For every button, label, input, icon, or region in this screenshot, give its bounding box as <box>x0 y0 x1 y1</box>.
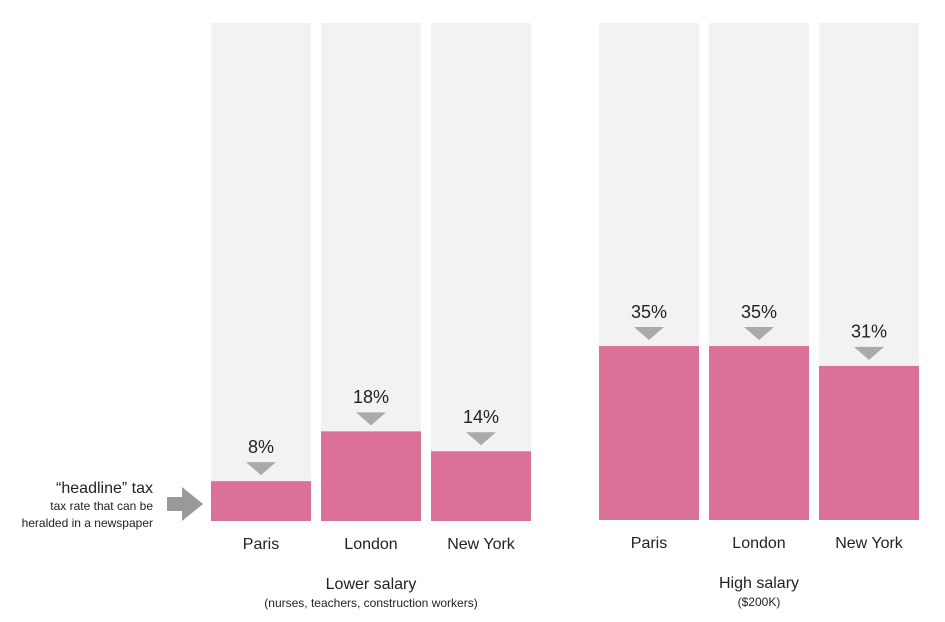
annotation-text: tax rate that can be <box>50 499 153 513</box>
chart-title: Lower salary <box>326 576 417 593</box>
annotation-text: heralded in a newspaper <box>22 516 153 530</box>
value-label: 14% <box>463 407 499 427</box>
value-pointer <box>744 327 774 341</box>
x-tick-label: London <box>344 536 397 553</box>
x-tick-label: Paris <box>243 536 279 553</box>
value-pointer <box>634 327 664 341</box>
bar <box>599 346 699 520</box>
chart-subtitle: (nurses, teachers, construction workers) <box>264 596 477 610</box>
bar <box>819 365 919 520</box>
x-tick-label: New York <box>447 536 516 553</box>
chart-subtitle: ($200K) <box>738 595 781 609</box>
value-pointer <box>356 412 386 426</box>
column-background <box>211 23 311 521</box>
value-pointer <box>854 346 884 360</box>
value-pointer <box>246 462 276 476</box>
chart-title: High salary <box>719 575 799 592</box>
bar <box>709 346 809 520</box>
value-pointer <box>466 432 496 446</box>
annotation-arrow <box>167 487 203 521</box>
x-tick-label: London <box>732 535 785 552</box>
annotation-title: “headline” tax <box>56 480 153 497</box>
bar <box>321 431 421 521</box>
x-tick-label: New York <box>835 535 904 552</box>
bar <box>211 481 311 521</box>
value-label: 8% <box>248 437 274 457</box>
value-label: 35% <box>741 302 777 322</box>
x-tick-label: Paris <box>631 535 667 552</box>
value-label: 31% <box>851 322 887 342</box>
bar <box>431 451 531 521</box>
value-label: 18% <box>353 387 389 407</box>
column-background <box>431 23 531 521</box>
value-label: 35% <box>631 302 667 322</box>
